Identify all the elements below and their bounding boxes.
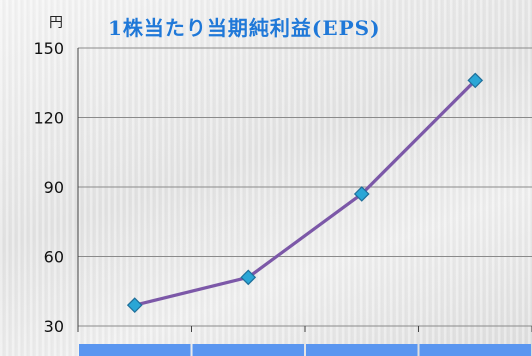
category-cell [192,344,304,356]
category-cell [79,344,191,356]
y-tick-label: 90 [44,178,64,197]
y-axis-unit-label: 円 [49,15,63,31]
category-cell [419,344,531,356]
y-tick-label: 150 [33,39,64,58]
category-cell [306,344,418,356]
data-point-marker [240,269,257,286]
series-line [134,79,477,307]
data-point-marker [353,186,370,202]
y-tick-label: 60 [44,248,64,267]
data-point-marker [467,72,484,89]
y-tick-label: 30 [44,317,64,336]
y-tick-label: 120 [33,109,64,128]
chart-title: 1株当たり当期純利益(EPS) [108,16,381,40]
data-point-marker [126,297,143,313]
